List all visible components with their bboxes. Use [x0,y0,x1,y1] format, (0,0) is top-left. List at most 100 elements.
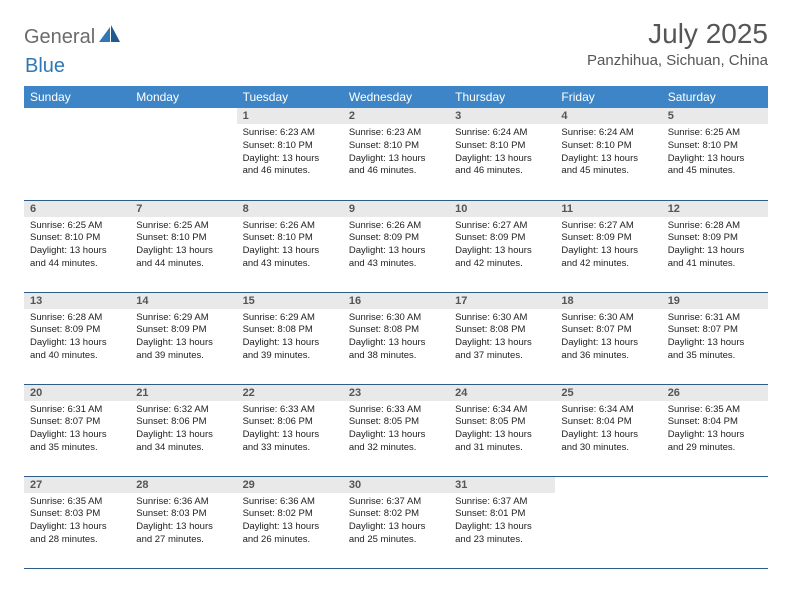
weekday-header: Tuesday [237,86,343,108]
day-number: 2 [343,108,449,124]
day-number: 17 [449,293,555,309]
day-number: 29 [237,477,343,493]
calendar-day-cell: 6Sunrise: 6:25 AMSunset: 8:10 PMDaylight… [24,200,130,292]
day-number: 27 [24,477,130,493]
day-number: 15 [237,293,343,309]
calendar-day-cell: . [662,476,768,568]
calendar-day-cell: 21Sunrise: 6:32 AMSunset: 8:06 PMDayligh… [130,384,236,476]
day-details: Sunrise: 6:31 AMSunset: 8:07 PMDaylight:… [662,309,768,367]
calendar-day-cell: 2Sunrise: 6:23 AMSunset: 8:10 PMDaylight… [343,108,449,200]
day-details: Sunrise: 6:28 AMSunset: 8:09 PMDaylight:… [24,309,130,367]
brand-text-blue: Blue [25,55,65,77]
day-number: 12 [662,201,768,217]
day-details: Sunrise: 6:25 AMSunset: 8:10 PMDaylight:… [130,217,236,275]
weekday-header: Saturday [662,86,768,108]
calendar-day-cell: . [24,108,130,200]
calendar-day-cell: 22Sunrise: 6:33 AMSunset: 8:06 PMDayligh… [237,384,343,476]
day-number: 19 [662,293,768,309]
day-number: 3 [449,108,555,124]
day-number: 16 [343,293,449,309]
day-number: 7 [130,201,236,217]
day-number: 21 [130,385,236,401]
day-details: Sunrise: 6:37 AMSunset: 8:01 PMDaylight:… [449,493,555,551]
calendar-day-cell: 14Sunrise: 6:29 AMSunset: 8:09 PMDayligh… [130,292,236,384]
calendar-day-cell: 11Sunrise: 6:27 AMSunset: 8:09 PMDayligh… [555,200,661,292]
calendar-day-cell: 12Sunrise: 6:28 AMSunset: 8:09 PMDayligh… [662,200,768,292]
calendar-day-cell: 29Sunrise: 6:36 AMSunset: 8:02 PMDayligh… [237,476,343,568]
calendar-day-cell: 17Sunrise: 6:30 AMSunset: 8:08 PMDayligh… [449,292,555,384]
day-details: Sunrise: 6:35 AMSunset: 8:03 PMDaylight:… [24,493,130,551]
brand-text-general: General [24,26,95,49]
calendar-day-cell: 25Sunrise: 6:34 AMSunset: 8:04 PMDayligh… [555,384,661,476]
day-number: 10 [449,201,555,217]
calendar-day-cell: 8Sunrise: 6:26 AMSunset: 8:10 PMDaylight… [237,200,343,292]
calendar-day-cell: 3Sunrise: 6:24 AMSunset: 8:10 PMDaylight… [449,108,555,200]
day-details: Sunrise: 6:34 AMSunset: 8:05 PMDaylight:… [449,401,555,459]
day-number: 23 [343,385,449,401]
calendar-day-cell: 20Sunrise: 6:31 AMSunset: 8:07 PMDayligh… [24,384,130,476]
day-number: 24 [449,385,555,401]
calendar-body: .. 1Sunrise: 6:23 AMSunset: 8:10 PMDaylig… [24,108,768,568]
day-number: 5 [662,108,768,124]
calendar-day-cell: 16Sunrise: 6:30 AMSunset: 8:08 PMDayligh… [343,292,449,384]
calendar-day-cell: 27Sunrise: 6:35 AMSunset: 8:03 PMDayligh… [24,476,130,568]
day-details: Sunrise: 6:26 AMSunset: 8:10 PMDaylight:… [237,217,343,275]
day-number: 31 [449,477,555,493]
day-details: Sunrise: 6:23 AMSunset: 8:10 PMDaylight:… [343,124,449,182]
brand-sail-icon [99,25,121,48]
day-number: 30 [343,477,449,493]
day-details: Sunrise: 6:33 AMSunset: 8:06 PMDaylight:… [237,401,343,459]
month-title: July 2025 [587,18,768,50]
calendar-day-cell: 1Sunrise: 6:23 AMSunset: 8:10 PMDaylight… [237,108,343,200]
calendar-week-row: ..1Sunrise: 6:23 AMSunset: 8:10 PMDaylig… [24,108,768,200]
weekday-header: Thursday [449,86,555,108]
day-details: Sunrise: 6:24 AMSunset: 8:10 PMDaylight:… [449,124,555,182]
calendar-page: General July 2025 Panzhihua, Sichuan, Ch… [0,0,792,587]
weekday-header: Sunday [24,86,130,108]
day-details: Sunrise: 6:36 AMSunset: 8:02 PMDaylight:… [237,493,343,551]
calendar-week-row: 20Sunrise: 6:31 AMSunset: 8:07 PMDayligh… [24,384,768,476]
day-number: 1 [237,108,343,124]
day-number: 9 [343,201,449,217]
calendar-day-cell: 30Sunrise: 6:37 AMSunset: 8:02 PMDayligh… [343,476,449,568]
day-details: Sunrise: 6:27 AMSunset: 8:09 PMDaylight:… [555,217,661,275]
day-details: Sunrise: 6:37 AMSunset: 8:02 PMDaylight:… [343,493,449,551]
day-details: Sunrise: 6:32 AMSunset: 8:06 PMDaylight:… [130,401,236,459]
day-details: Sunrise: 6:33 AMSunset: 8:05 PMDaylight:… [343,401,449,459]
calendar-day-cell: 10Sunrise: 6:27 AMSunset: 8:09 PMDayligh… [449,200,555,292]
day-number: 11 [555,201,661,217]
day-number: 4 [555,108,661,124]
day-number: 26 [662,385,768,401]
day-details: Sunrise: 6:25 AMSunset: 8:10 PMDaylight:… [24,217,130,275]
day-number: 18 [555,293,661,309]
calendar-head: SundayMondayTuesdayWednesdayThursdayFrid… [24,86,768,108]
weekday-header: Monday [130,86,236,108]
day-number: 14 [130,293,236,309]
day-details: Sunrise: 6:27 AMSunset: 8:09 PMDaylight:… [449,217,555,275]
calendar-week-row: 27Sunrise: 6:35 AMSunset: 8:03 PMDayligh… [24,476,768,568]
calendar-day-cell: 5Sunrise: 6:25 AMSunset: 8:10 PMDaylight… [662,108,768,200]
weekday-header: Wednesday [343,86,449,108]
day-number: 6 [24,201,130,217]
day-details: Sunrise: 6:29 AMSunset: 8:09 PMDaylight:… [130,309,236,367]
day-number: 22 [237,385,343,401]
day-details: Sunrise: 6:36 AMSunset: 8:03 PMDaylight:… [130,493,236,551]
day-number: 13 [24,293,130,309]
calendar-day-cell: 28Sunrise: 6:36 AMSunset: 8:03 PMDayligh… [130,476,236,568]
day-number: 28 [130,477,236,493]
calendar-table: SundayMondayTuesdayWednesdayThursdayFrid… [24,86,768,569]
day-details: Sunrise: 6:28 AMSunset: 8:09 PMDaylight:… [662,217,768,275]
calendar-day-cell: 9Sunrise: 6:26 AMSunset: 8:09 PMDaylight… [343,200,449,292]
calendar-day-cell: 18Sunrise: 6:30 AMSunset: 8:07 PMDayligh… [555,292,661,384]
calendar-day-cell: 24Sunrise: 6:34 AMSunset: 8:05 PMDayligh… [449,384,555,476]
day-number: 20 [24,385,130,401]
day-details: Sunrise: 6:30 AMSunset: 8:08 PMDaylight:… [449,309,555,367]
weekday-header: Friday [555,86,661,108]
calendar-day-cell: 15Sunrise: 6:29 AMSunset: 8:08 PMDayligh… [237,292,343,384]
calendar-day-cell: 7Sunrise: 6:25 AMSunset: 8:10 PMDaylight… [130,200,236,292]
brand-logo: General [24,18,123,49]
calendar-week-row: 13Sunrise: 6:28 AMSunset: 8:09 PMDayligh… [24,292,768,384]
day-details: Sunrise: 6:30 AMSunset: 8:08 PMDaylight:… [343,309,449,367]
day-details: Sunrise: 6:29 AMSunset: 8:08 PMDaylight:… [237,309,343,367]
day-details: Sunrise: 6:35 AMSunset: 8:04 PMDaylight:… [662,401,768,459]
